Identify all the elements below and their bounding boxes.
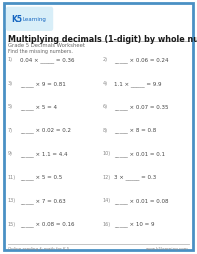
FancyBboxPatch shape [4,4,193,250]
Text: 1): 1) [8,57,13,62]
FancyBboxPatch shape [6,8,53,32]
Text: _____ × 8 = 0.8: _____ × 8 = 0.8 [114,127,156,133]
Text: _____ × 10 = 9: _____ × 10 = 9 [114,221,155,226]
Text: Online reading & math for K-5: Online reading & math for K-5 [8,246,69,250]
Text: Grade 5 Decimals Worksheet: Grade 5 Decimals Worksheet [8,43,85,48]
Text: Multiplying decimals (1-digit) by whole numbers: Multiplying decimals (1-digit) by whole … [8,35,197,44]
Text: 7): 7) [8,127,13,132]
Text: _____ × 9 = 0.81: _____ × 9 = 0.81 [20,81,65,86]
Text: _____ × 0.02 = 0.2: _____ × 0.02 = 0.2 [20,127,71,133]
Text: 11): 11) [8,174,16,179]
Text: 16): 16) [102,221,111,226]
Text: 1.1 × _____ = 9.9: 1.1 × _____ = 9.9 [114,81,162,86]
Text: 4): 4) [102,81,107,86]
Text: _____ × 0.01 = 0.08: _____ × 0.01 = 0.08 [114,197,169,203]
Text: Find the missing numbers.: Find the missing numbers. [8,49,73,54]
Text: 8): 8) [102,127,107,132]
Text: _____ × 0.07 = 0.35: _____ × 0.07 = 0.35 [114,104,169,109]
Text: _____ × 1.1 = 4.4: _____ × 1.1 = 4.4 [20,151,67,156]
Text: K5: K5 [11,15,22,24]
Text: 3): 3) [8,81,13,86]
Text: _____ × 0.01 = 0.1: _____ × 0.01 = 0.1 [114,151,165,156]
Text: 5): 5) [8,104,13,109]
Text: _____ × 0.06 = 0.24: _____ × 0.06 = 0.24 [114,57,169,63]
Text: www.k5learning.com: www.k5learning.com [146,246,189,250]
Text: 9): 9) [8,151,13,156]
Text: 13): 13) [8,197,16,202]
Text: _____ × 0.08 = 0.16: _____ × 0.08 = 0.16 [20,221,74,226]
Text: 15): 15) [8,221,16,226]
Text: 10): 10) [102,151,111,156]
Text: 14): 14) [102,197,111,202]
Text: Learning: Learning [23,17,46,22]
Text: 2): 2) [102,57,107,62]
Text: 0.04 × _____ = 0.36: 0.04 × _____ = 0.36 [20,57,74,63]
Text: 6): 6) [102,104,107,109]
Text: _____ × 5 = 0.5: _____ × 5 = 0.5 [20,174,62,180]
Text: _____ × 7 = 0.63: _____ × 7 = 0.63 [20,197,65,203]
Text: _____ × 5 = 4: _____ × 5 = 4 [20,104,57,109]
Text: 3 × _____ = 0.3: 3 × _____ = 0.3 [114,174,156,180]
Text: 12): 12) [102,174,111,179]
